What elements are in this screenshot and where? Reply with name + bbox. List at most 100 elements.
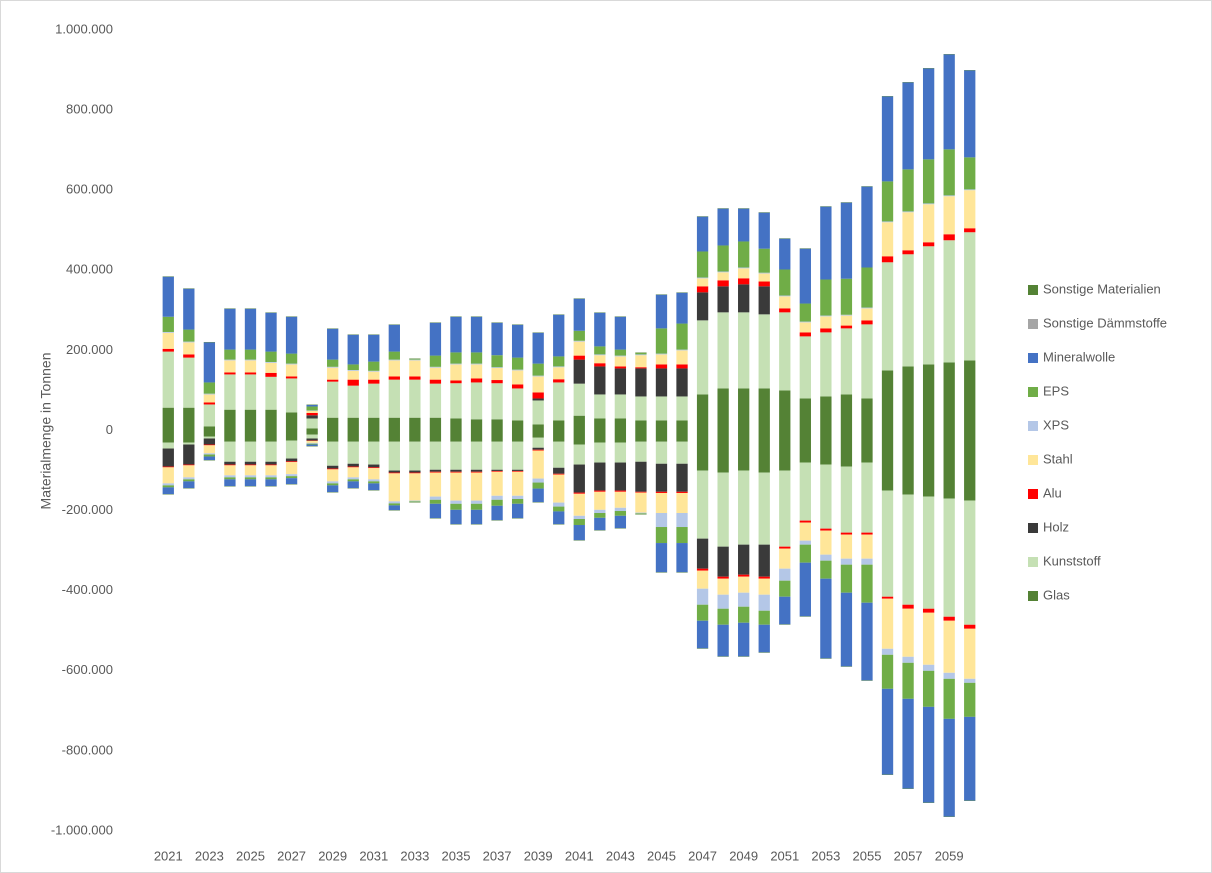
legend-swatch <box>1028 285 1038 295</box>
bar-segment <box>265 376 277 410</box>
bar-segment <box>943 240 955 363</box>
bar-segment <box>696 251 709 278</box>
bar-segment <box>758 576 770 579</box>
y-tick-label: -1.000.000 <box>51 822 113 837</box>
bar-segment <box>368 417 380 431</box>
bar-segment <box>183 288 195 330</box>
bar-segment <box>183 430 195 443</box>
bar-segment <box>327 465 339 469</box>
bar-segment <box>779 470 791 547</box>
bar-segment <box>922 664 935 671</box>
legend-swatch <box>1028 557 1038 567</box>
y-tick-label: 800.000 <box>66 102 113 117</box>
bar-segment <box>265 479 277 487</box>
bar-segment <box>881 596 894 599</box>
bar-segment <box>511 384 524 389</box>
bar-segment <box>368 361 380 371</box>
bar-segment <box>244 461 257 465</box>
bar-segment <box>224 464 236 466</box>
bar-segment <box>553 314 565 357</box>
bar-segment <box>553 356 565 367</box>
bar-segment <box>265 430 277 442</box>
bar-segment <box>964 678 976 683</box>
bar-segment <box>594 355 606 364</box>
bar-segment <box>285 353 298 364</box>
bar-segment <box>347 370 359 371</box>
bar-segment <box>470 500 483 504</box>
bar-segment <box>162 407 174 431</box>
bar-segment <box>203 382 216 394</box>
bar-segment <box>573 341 585 356</box>
x-tick-label: 2035 <box>442 848 471 863</box>
bar-segment <box>183 329 195 342</box>
bar-segment <box>532 392 544 399</box>
bar-segment <box>696 216 709 252</box>
bar-segment <box>224 359 236 361</box>
bar-segment <box>820 530 832 555</box>
bar-segment <box>635 396 647 421</box>
bar-segment <box>491 419 503 431</box>
bar-segment <box>696 286 709 293</box>
bar-segment <box>573 492 585 494</box>
x-tick-label: 2037 <box>483 848 512 863</box>
bar-segment <box>902 662 914 699</box>
bar-segment <box>553 467 565 474</box>
x-tick-label: 2055 <box>853 848 882 863</box>
bar-segment <box>655 527 668 544</box>
bar-segment <box>758 212 770 249</box>
bar-segment <box>964 232 976 361</box>
bar-segment <box>861 186 873 268</box>
bar-segment <box>964 228 976 233</box>
bar-segment <box>594 491 606 510</box>
bar-segment <box>491 355 503 368</box>
bar-segment <box>491 505 503 521</box>
bar-segment <box>655 420 668 431</box>
bar-segment <box>285 430 298 441</box>
bar-segment <box>183 357 195 408</box>
bar-segment <box>511 495 524 499</box>
bar-segment <box>532 478 544 483</box>
bar-segment <box>696 320 709 395</box>
bar-segment <box>327 328 339 360</box>
bar-segment <box>820 279 832 316</box>
bar-segment <box>614 442 627 463</box>
bar-segment <box>696 568 709 571</box>
bar-segment <box>676 513 688 528</box>
bar-segment <box>820 396 832 431</box>
bar-segment <box>450 471 462 473</box>
bar-segment <box>676 430 688 442</box>
bar-segment <box>203 426 216 431</box>
legend-swatch <box>1028 319 1038 329</box>
bar-segment <box>183 479 195 482</box>
bar-segment <box>409 472 421 474</box>
bar-segment <box>429 417 442 431</box>
bar-segment <box>409 500 421 502</box>
bar-segment <box>265 362 277 373</box>
bar-segment <box>717 286 729 313</box>
bar-segment <box>388 430 400 442</box>
bar-segment <box>244 430 257 442</box>
x-tick-label: 2047 <box>688 848 717 863</box>
bar-segment <box>265 351 277 363</box>
bar-segment <box>779 308 791 313</box>
bar-segment <box>676 527 688 544</box>
bar-segment <box>388 376 400 380</box>
bar-segment <box>614 355 627 357</box>
bar-segment <box>285 376 298 379</box>
bar-segment <box>409 360 421 377</box>
bar-segment <box>614 368 627 395</box>
bar-segment <box>881 370 894 431</box>
bar-segment <box>409 359 421 361</box>
bar-segment <box>285 364 298 377</box>
bar-segment <box>635 420 647 431</box>
bar-segment <box>799 540 811 545</box>
legend-swatch <box>1028 387 1038 397</box>
bar-segment <box>820 464 832 529</box>
bar-segment <box>964 682 976 717</box>
bar-segment <box>758 273 770 282</box>
bar-segment <box>224 430 236 442</box>
x-tick-label: 2029 <box>318 848 347 863</box>
bar-segment <box>409 473 421 501</box>
bar-segment <box>162 430 174 443</box>
bar-segment <box>861 307 873 309</box>
